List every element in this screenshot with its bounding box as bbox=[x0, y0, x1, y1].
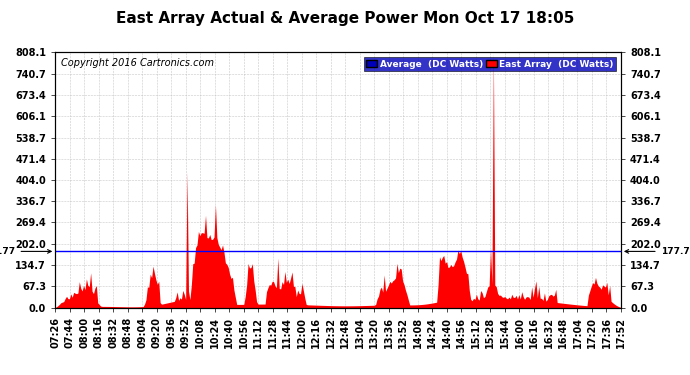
Text: Copyright 2016 Cartronics.com: Copyright 2016 Cartronics.com bbox=[61, 58, 214, 68]
Text: 177.77: 177.77 bbox=[0, 247, 51, 256]
Legend: Average  (DC Watts), East Array  (DC Watts): Average (DC Watts), East Array (DC Watts… bbox=[364, 57, 616, 71]
Text: 177.77: 177.77 bbox=[625, 247, 690, 256]
Text: East Array Actual & Average Power Mon Oct 17 18:05: East Array Actual & Average Power Mon Oc… bbox=[116, 11, 574, 26]
